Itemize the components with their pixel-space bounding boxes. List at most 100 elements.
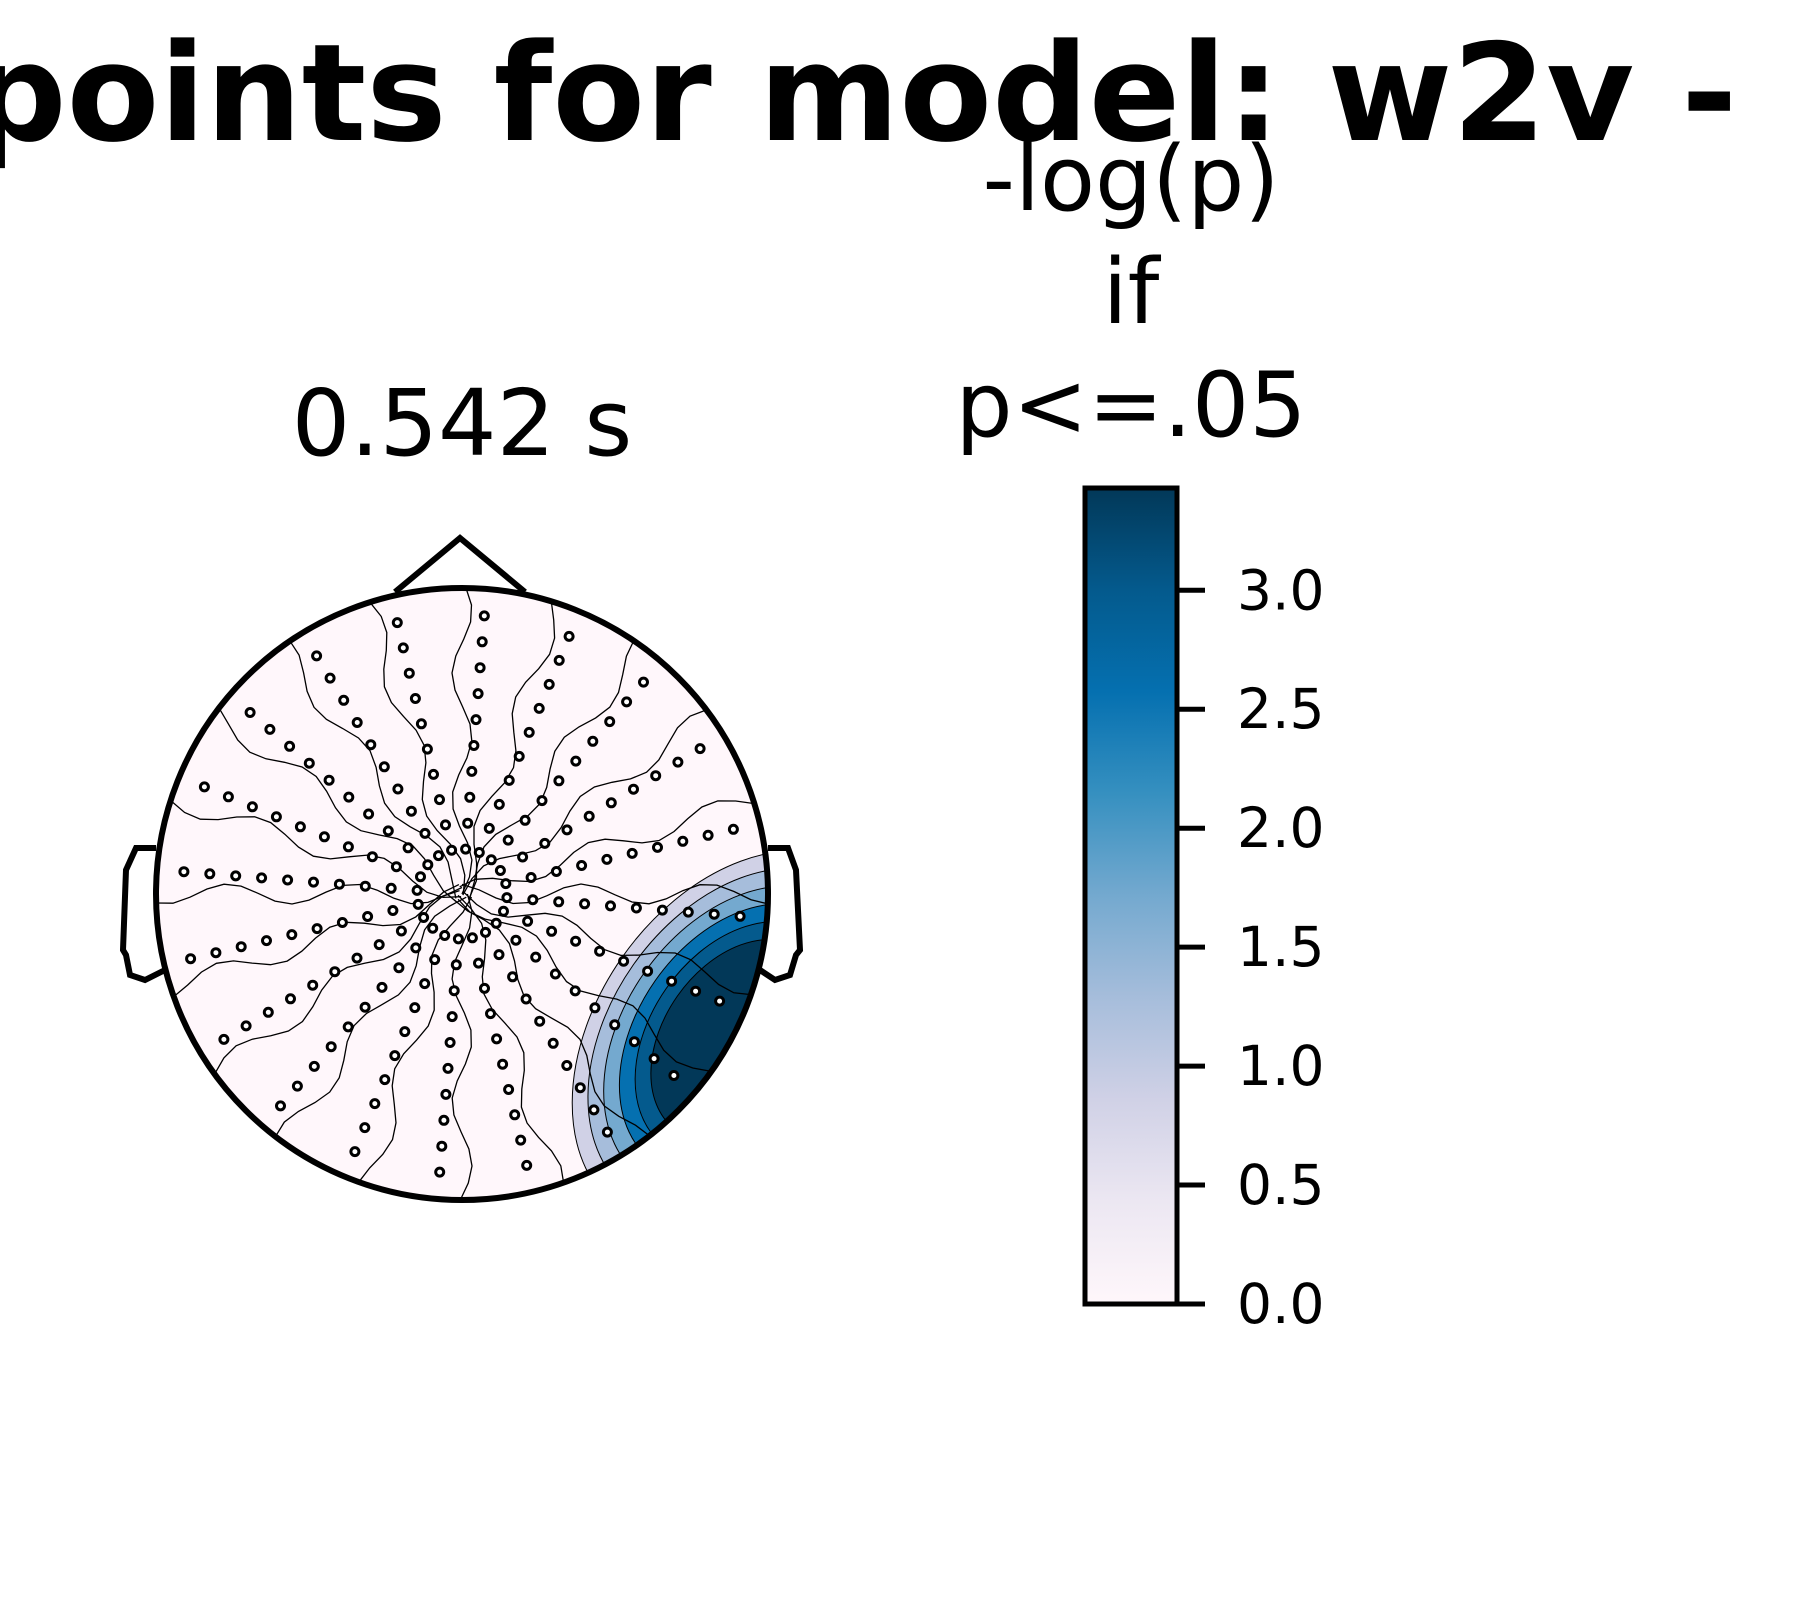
- sensor: [452, 933, 464, 945]
- sensor: [550, 866, 562, 877]
- nose: [393, 534, 527, 595]
- sensor: [284, 740, 296, 752]
- sensor: [303, 757, 315, 769]
- sensor: [366, 851, 378, 863]
- sensor: [438, 1114, 450, 1126]
- sensor: [509, 1109, 521, 1121]
- contour-line: [358, 896, 473, 1183]
- sensor: [418, 912, 430, 923]
- sensor: [473, 957, 484, 969]
- sensor: [473, 847, 485, 858]
- sensor: [702, 829, 714, 841]
- sensor: [382, 825, 394, 837]
- chart-title: points for model: w2v -: [0, 15, 1737, 172]
- sensor: [574, 1082, 586, 1094]
- sensor: [428, 768, 439, 780]
- colorbar-label: -log(p)ifp<=.05: [955, 127, 1306, 458]
- sensor: [642, 965, 654, 977]
- sensor: [500, 878, 512, 890]
- sensor: [391, 617, 403, 629]
- sensor: [448, 985, 460, 997]
- subtitle: 0.542 s: [292, 370, 633, 477]
- sensor: [261, 935, 272, 947]
- sensor: [497, 1058, 509, 1070]
- sensor: [601, 1126, 613, 1138]
- sensor: [501, 892, 513, 904]
- sensor: [402, 842, 414, 854]
- sensor: [503, 774, 515, 786]
- sensor: [318, 831, 330, 843]
- sensor: [485, 854, 497, 866]
- contour-line: [459, 800, 755, 888]
- y-tick-label: 1.5: [1237, 915, 1324, 979]
- sensor: [342, 841, 354, 853]
- sensor: [442, 1062, 454, 1074]
- sensor: [429, 954, 441, 966]
- contour-line: [289, 640, 457, 899]
- sensor: [546, 925, 558, 937]
- sensor: [474, 662, 486, 674]
- head-outline: [153, 585, 771, 1203]
- sensor: [262, 1006, 274, 1018]
- colorbar-label-line: if: [1103, 240, 1162, 345]
- sensor: [336, 917, 348, 928]
- sensor: [415, 718, 427, 730]
- sensor: [527, 894, 539, 906]
- sensor: [507, 971, 519, 983]
- sensor: [359, 880, 371, 892]
- sensor: [656, 904, 668, 916]
- sensor: [539, 837, 551, 849]
- sensor: [478, 610, 490, 622]
- sensor: [218, 1033, 230, 1045]
- sensor: [365, 739, 377, 751]
- sensor: [395, 925, 407, 937]
- sensor: [392, 783, 404, 795]
- sensor: [256, 872, 268, 884]
- sensor: [569, 985, 581, 997]
- topomap: [119, 534, 804, 1203]
- colorbar-axis: 0.0 0.5 1.0 1.5 2.0 2.5 3.0: [1177, 558, 1324, 1336]
- contours: [155, 587, 769, 1201]
- sensor: [329, 966, 341, 978]
- sensor: [198, 781, 210, 793]
- sensor: [638, 676, 649, 688]
- sensor: [405, 805, 417, 817]
- sensor: [379, 1074, 391, 1086]
- sensor: [343, 791, 355, 803]
- sensor: [246, 801, 258, 813]
- sensor: [185, 953, 197, 965]
- sensor: [363, 808, 375, 820]
- sensor: [543, 678, 555, 690]
- sensor: [583, 810, 595, 822]
- sensor: [446, 844, 458, 856]
- sensor: [628, 783, 639, 795]
- sensor: [373, 939, 385, 951]
- sensor: [462, 817, 474, 829]
- sensor: [520, 993, 532, 1005]
- sensor: [485, 1008, 496, 1020]
- sensor: [502, 834, 514, 846]
- sensor: [240, 1020, 252, 1032]
- sensor: [412, 898, 424, 910]
- sensor: [307, 979, 319, 991]
- y-tick-label: 0.5: [1237, 1153, 1324, 1217]
- contour-line: [274, 896, 467, 1138]
- sensor: [285, 993, 296, 1005]
- y-tick-label: 2.5: [1237, 677, 1324, 741]
- sensor: [286, 929, 298, 941]
- colorbar-label-line: -log(p): [982, 127, 1279, 232]
- sensor: [525, 872, 537, 883]
- sensor: [466, 932, 478, 944]
- sensor: [385, 882, 397, 894]
- sensor: [553, 896, 565, 908]
- sensor: [362, 911, 374, 922]
- sensor: [682, 906, 694, 918]
- contour-line: [457, 894, 565, 1183]
- sensor: [604, 716, 616, 728]
- colorbar-label-line: p<=.05: [955, 353, 1306, 458]
- sensor: [436, 1140, 448, 1152]
- sensor: [444, 1037, 456, 1048]
- sensor: [530, 951, 542, 963]
- sensor: [734, 910, 746, 922]
